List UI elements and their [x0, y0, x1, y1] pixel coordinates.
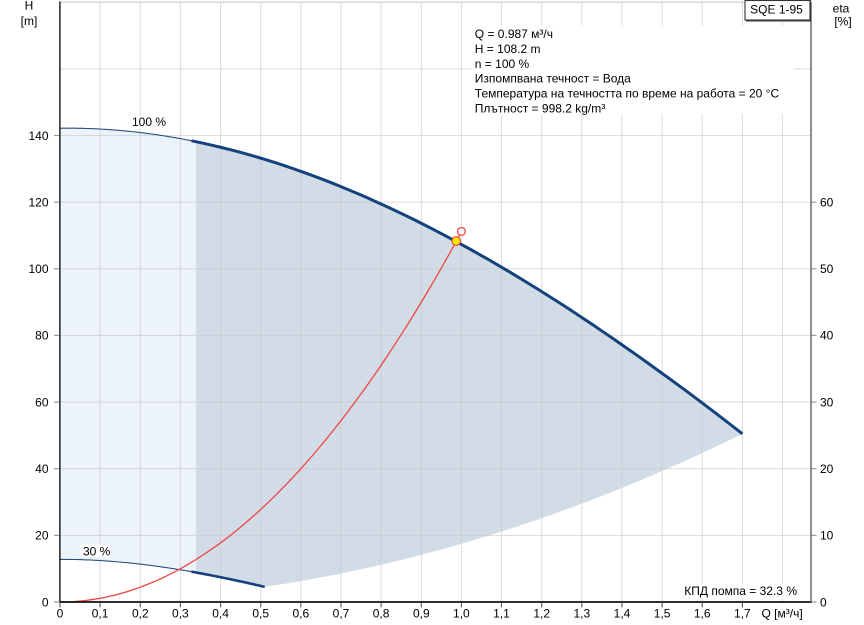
svg-text:0,2: 0,2: [132, 607, 149, 621]
svg-text:0,9: 0,9: [413, 607, 430, 621]
svg-text:100 %: 100 %: [132, 115, 166, 129]
svg-text:0,4: 0,4: [212, 607, 229, 621]
svg-text:60: 60: [820, 196, 834, 210]
svg-text:80: 80: [35, 329, 49, 343]
svg-text:20: 20: [820, 462, 834, 476]
svg-text:100: 100: [28, 262, 48, 276]
svg-text:1,1: 1,1: [493, 607, 510, 621]
svg-text:1,4: 1,4: [614, 607, 631, 621]
svg-text:20: 20: [35, 529, 49, 543]
svg-text:0,8: 0,8: [373, 607, 390, 621]
svg-text:0,5: 0,5: [252, 607, 269, 621]
svg-text:eta: eta: [833, 1, 850, 15]
svg-text:40: 40: [35, 462, 49, 476]
svg-text:[%]: [%]: [834, 15, 851, 29]
svg-text:H = 108.2 m: H = 108.2 m: [475, 42, 541, 56]
svg-text:Плътност = 998.2 kg/m³: Плътност = 998.2 kg/m³: [475, 102, 605, 116]
svg-text:0: 0: [820, 595, 827, 609]
svg-text:30 %: 30 %: [83, 545, 111, 559]
svg-text:140: 140: [28, 129, 48, 143]
svg-text:Q [м³/ч]: Q [м³/ч]: [762, 607, 803, 621]
svg-text:Изпомпвана течност = Вода: Изпомпвана течност = Вода: [475, 72, 631, 86]
svg-text:1,0: 1,0: [453, 607, 470, 621]
svg-text:50: 50: [820, 262, 834, 276]
svg-text:60: 60: [35, 395, 49, 409]
svg-text:КПД помпа = 32.3 %: КПД помпа = 32.3 %: [684, 584, 797, 598]
svg-text:1,3: 1,3: [573, 607, 590, 621]
svg-text:120: 120: [28, 196, 48, 210]
svg-text:1,6: 1,6: [694, 607, 711, 621]
svg-text:40: 40: [820, 329, 834, 343]
svg-text:n = 100 %: n = 100 %: [475, 57, 530, 71]
svg-text:0: 0: [42, 595, 49, 609]
svg-text:Температура на течността по вр: Температура на течността по време на раб…: [475, 87, 780, 101]
svg-text:30: 30: [820, 395, 834, 409]
svg-text:[m]: [m]: [21, 14, 38, 28]
svg-text:1,5: 1,5: [654, 607, 671, 621]
svg-text:0,1: 0,1: [92, 607, 109, 621]
svg-text:0,6: 0,6: [292, 607, 309, 621]
svg-text:SQE 1-95: SQE 1-95: [750, 3, 803, 17]
svg-text:0,7: 0,7: [333, 607, 350, 621]
svg-text:H: H: [25, 0, 34, 13]
svg-text:Q = 0.987 м³/ч: Q = 0.987 м³/ч: [475, 27, 553, 41]
svg-text:0,3: 0,3: [172, 607, 189, 621]
svg-text:10: 10: [820, 529, 834, 543]
svg-text:1,7: 1,7: [734, 607, 751, 621]
svg-text:1,2: 1,2: [533, 607, 550, 621]
svg-text:0: 0: [57, 607, 64, 621]
